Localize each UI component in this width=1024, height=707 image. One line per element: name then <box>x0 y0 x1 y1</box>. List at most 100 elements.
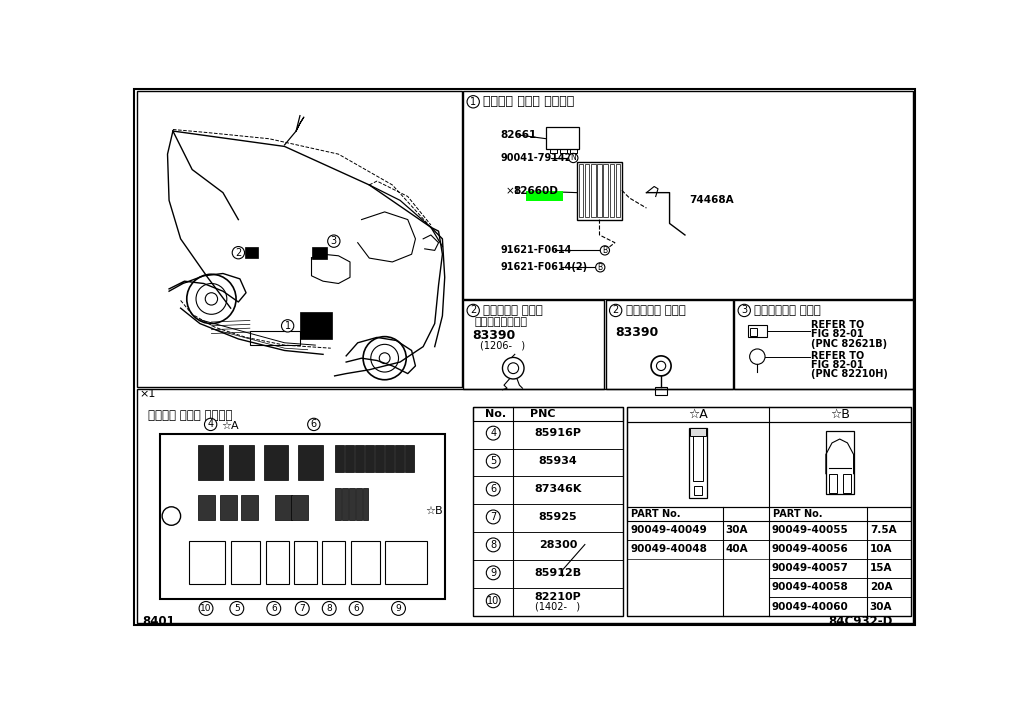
Text: 3: 3 <box>331 236 337 246</box>
Bar <box>266 542 289 584</box>
Bar <box>769 539 910 559</box>
Circle shape <box>467 95 479 108</box>
Bar <box>322 542 345 584</box>
Bar <box>199 445 223 480</box>
Bar <box>603 164 608 217</box>
Bar <box>311 247 327 259</box>
Bar <box>351 542 380 584</box>
Text: 6: 6 <box>353 604 359 613</box>
Text: N: N <box>570 153 577 163</box>
Bar <box>525 191 562 201</box>
Text: 4: 4 <box>490 428 497 438</box>
Bar <box>769 597 910 616</box>
Bar <box>597 164 602 217</box>
Bar <box>342 488 348 520</box>
Text: バキューム センサ: バキューム センサ <box>626 304 685 317</box>
Text: 3: 3 <box>741 305 748 315</box>
Circle shape <box>199 602 213 615</box>
Text: 9: 9 <box>395 604 401 613</box>
Text: FIG 82-01: FIG 82-01 <box>811 329 864 339</box>
Circle shape <box>391 602 406 615</box>
Bar <box>628 422 910 507</box>
Text: 85934: 85934 <box>539 456 578 466</box>
Bar <box>245 247 258 258</box>
Bar <box>550 148 557 153</box>
Bar <box>628 507 910 520</box>
Text: 82661: 82661 <box>500 130 537 140</box>
Bar <box>473 588 624 616</box>
Bar <box>689 428 708 498</box>
Bar <box>843 474 851 493</box>
Text: （エコラン有り）: （エコラン有り） <box>475 317 527 327</box>
Bar <box>473 407 624 421</box>
Bar <box>591 164 596 217</box>
Text: PART No.: PART No. <box>631 509 681 519</box>
Text: 6: 6 <box>271 604 276 613</box>
Bar <box>300 312 333 339</box>
Circle shape <box>295 602 309 615</box>
Bar <box>473 448 624 477</box>
Text: ヒュージブル リンク: ヒュージブル リンク <box>755 304 821 317</box>
Bar <box>547 127 579 148</box>
Circle shape <box>738 304 751 317</box>
Bar <box>406 445 414 472</box>
Text: 85925: 85925 <box>539 512 578 522</box>
Text: 90049-40057: 90049-40057 <box>772 563 849 573</box>
Bar <box>692 434 703 481</box>
Bar <box>395 445 403 472</box>
Circle shape <box>467 304 479 317</box>
Text: ×1: ×1 <box>506 186 521 196</box>
Text: ☆B: ☆B <box>425 506 443 515</box>
Bar <box>473 560 624 588</box>
Bar <box>473 407 624 616</box>
Text: 2: 2 <box>236 247 242 257</box>
Circle shape <box>486 454 500 468</box>
Text: 7: 7 <box>490 512 497 522</box>
Text: 2: 2 <box>470 305 476 315</box>
Text: 85912B: 85912B <box>535 568 582 578</box>
Text: 5: 5 <box>233 604 240 613</box>
Bar <box>628 539 769 559</box>
Circle shape <box>328 235 340 247</box>
Bar <box>769 559 910 578</box>
Text: 90049-40058: 90049-40058 <box>772 583 849 592</box>
Bar <box>291 495 307 520</box>
Bar <box>585 164 590 217</box>
Text: 82660D: 82660D <box>513 186 558 196</box>
Text: 82210P: 82210P <box>535 592 582 602</box>
Text: (PNC 82621B): (PNC 82621B) <box>811 339 888 349</box>
Circle shape <box>205 419 217 431</box>
Text: 7.5A: 7.5A <box>869 525 896 535</box>
Bar <box>220 495 237 520</box>
Bar <box>199 495 215 520</box>
Bar <box>336 445 344 472</box>
Circle shape <box>609 304 622 317</box>
Text: 4: 4 <box>208 419 214 429</box>
Text: 91621-F0614: 91621-F0614 <box>500 245 571 255</box>
Bar <box>275 495 292 520</box>
Bar <box>230 542 260 584</box>
Bar <box>579 164 584 217</box>
Text: 28300: 28300 <box>539 540 578 550</box>
Text: 8401: 8401 <box>142 615 175 628</box>
Bar <box>463 300 604 389</box>
Bar <box>137 91 462 387</box>
Bar <box>609 164 614 217</box>
Bar <box>364 488 369 520</box>
Text: REFER TO: REFER TO <box>811 351 864 361</box>
Text: 40A: 40A <box>726 544 749 554</box>
Bar <box>463 91 912 299</box>
Circle shape <box>486 510 500 524</box>
Text: 1: 1 <box>285 321 291 331</box>
Text: (1206-   ): (1206- ) <box>480 340 525 350</box>
Bar <box>473 504 624 532</box>
Text: 5: 5 <box>490 456 497 466</box>
Text: 84C932-D: 84C932-D <box>828 615 893 628</box>
Text: FIG 82-01: FIG 82-01 <box>811 360 864 370</box>
Bar <box>578 162 622 220</box>
Bar <box>349 488 354 520</box>
Text: 91621-F0614(2): 91621-F0614(2) <box>500 262 588 272</box>
Text: 90041-79142: 90041-79142 <box>500 153 571 163</box>
Bar <box>769 520 910 539</box>
Bar <box>615 164 621 217</box>
